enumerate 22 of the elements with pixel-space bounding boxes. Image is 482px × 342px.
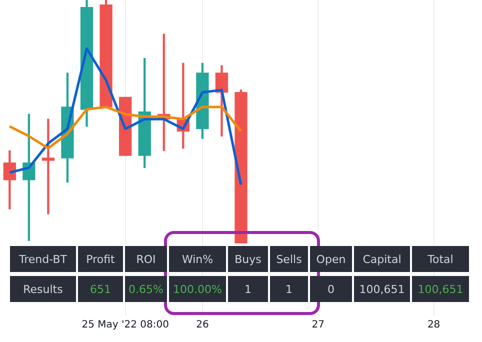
x-tick-label: 25 May '22 08:00: [82, 320, 169, 331]
text: Capital: [354, 246, 410, 272]
x-tick-label: 27: [312, 320, 324, 331]
text: 651: [78, 276, 123, 302]
text: Results: [10, 276, 76, 302]
x-tick-label: 28: [427, 320, 440, 331]
text: 100.00%: [169, 276, 226, 302]
text: Sells: [270, 246, 308, 272]
text: 1: [270, 276, 308, 302]
text: ROI: [125, 246, 167, 272]
text: 100,651: [354, 276, 410, 302]
text: Open: [310, 246, 352, 272]
x-tick-label: 26: [196, 320, 209, 331]
text: Buys: [228, 246, 268, 272]
text: Total: [412, 246, 469, 272]
text: 0: [310, 276, 352, 302]
text: Trend-BT: [10, 246, 76, 272]
text: Win%: [169, 246, 226, 272]
text: 1: [228, 276, 268, 302]
text: 100,651: [412, 276, 469, 302]
text: 0.65%: [125, 276, 167, 302]
text: Profit: [78, 246, 123, 272]
